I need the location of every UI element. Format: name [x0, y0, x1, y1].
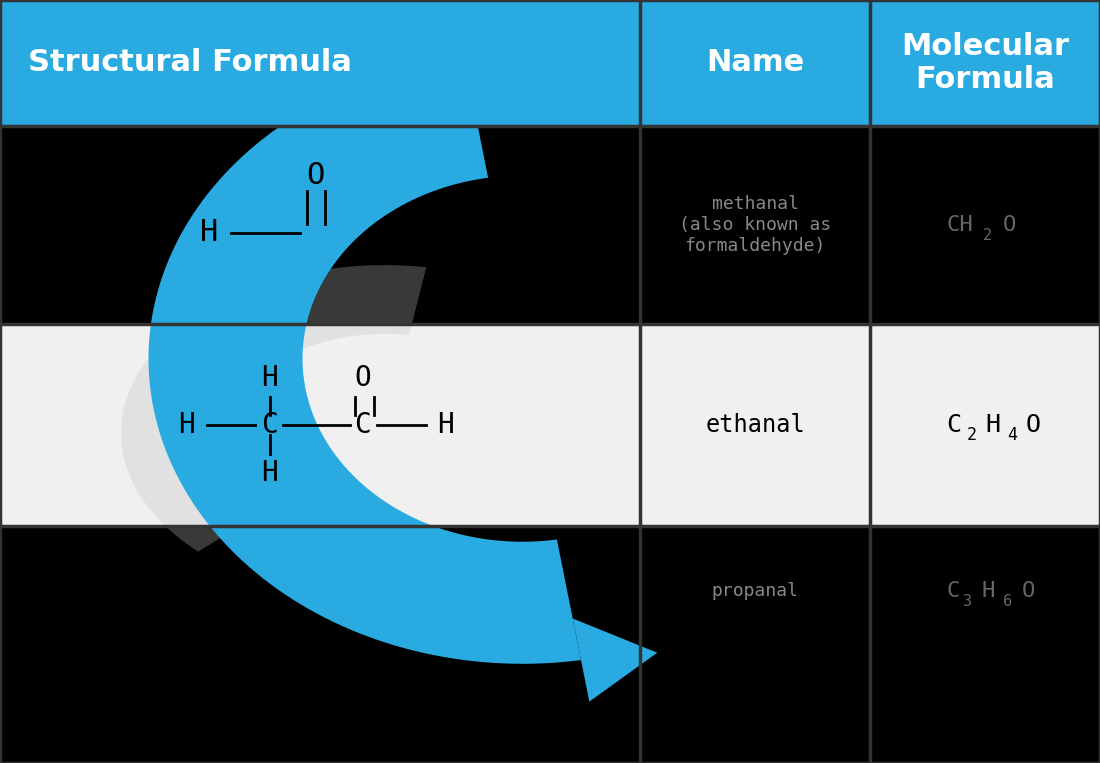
Text: 3: 3	[964, 594, 972, 609]
Text: H: H	[981, 581, 996, 601]
Text: O: O	[307, 161, 324, 190]
Polygon shape	[557, 539, 658, 702]
Text: 2: 2	[966, 427, 977, 444]
Text: propanal: propanal	[712, 582, 799, 600]
Text: C: C	[261, 411, 278, 439]
Text: H: H	[261, 459, 278, 487]
Text: Molecular
Formula: Molecular Formula	[901, 31, 1069, 95]
Text: C: C	[354, 411, 372, 439]
Text: H: H	[261, 364, 278, 392]
Text: methanal
(also known as
formaldehyde): methanal (also known as formaldehyde)	[679, 195, 832, 255]
Text: Name: Name	[706, 48, 804, 78]
Text: H: H	[986, 414, 1000, 437]
Bar	[0, 126, 1100, 324]
Text: H: H	[409, 669, 427, 697]
Text: ethanal: ethanal	[705, 414, 805, 437]
Text: 6: 6	[1003, 594, 1012, 609]
Text: O: O	[1025, 414, 1041, 437]
Text: O: O	[1021, 581, 1035, 601]
Polygon shape	[148, 57, 581, 664]
Polygon shape	[121, 266, 427, 552]
Bar	[0, 324, 1100, 526]
Text: O: O	[1003, 215, 1016, 235]
Text: O: O	[354, 364, 372, 392]
Text: C: C	[327, 669, 344, 697]
Text: H: H	[437, 411, 454, 439]
Bar	[0, 526, 1100, 763]
Text: 4: 4	[1008, 427, 1018, 444]
Text: C: C	[946, 581, 960, 601]
Bar	[0, 0, 1100, 126]
Text: 2: 2	[983, 227, 992, 243]
Text: H: H	[200, 218, 218, 247]
Text: Structural Formula: Structural Formula	[28, 48, 351, 78]
Text: CH: CH	[946, 215, 974, 235]
Text: H: H	[178, 411, 196, 439]
Text: C: C	[946, 414, 961, 437]
